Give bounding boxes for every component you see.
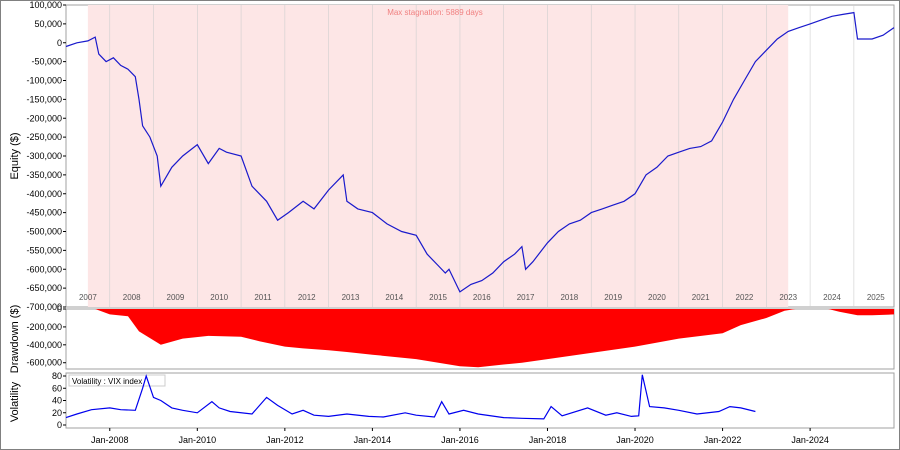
year-label: 2025 [867,293,885,302]
y-tick-label: -600,000 [26,264,62,274]
y-tick-label: -250,000 [26,132,62,142]
y-tick-label: -100,000 [26,76,62,86]
volatility-x-axis-ticks: Jan-2008 Jan-2010 Jan-2012 Jan-2014 Jan-2016… [91,428,829,445]
equity-year-gridlines [109,5,855,307]
volatility-legend-box [68,374,166,387]
y-tick-label: -50,000 [31,57,62,67]
y-tick-label: 80 [52,371,62,381]
x-tick-label: Jan-2012 [266,435,304,445]
year-label: 2008 [123,293,141,302]
y-tick-label: 20 [52,408,62,418]
year-label: 2022 [736,293,754,302]
year-label: 2010 [210,293,228,302]
y-tick-label: 40 [52,396,62,406]
stagnation-region [87,5,789,307]
x-tick-label: Jan-2024 [791,435,829,445]
y-tick-label: -150,000 [26,94,62,104]
year-label: 2019 [604,293,622,302]
year-label: 2012 [298,293,316,302]
y-tick-label: 60 [52,383,62,393]
drawdown-y-axis-label: Drawdown ($) [9,305,21,373]
y-tick-label: -600,000 [26,358,62,368]
drawdown-panel: 0 -200,000 -400,000 -600,000 Drawdown ($) [9,304,895,373]
y-tick-label: -700,000 [26,302,62,312]
year-label: 2011 [254,293,272,302]
x-tick-label: Jan-2010 [179,435,217,445]
year-label: 2018 [560,293,578,302]
volatility-plot-area [65,372,895,429]
year-label: 2021 [692,293,710,302]
x-tick-label: Jan-2008 [91,435,129,445]
y-tick-label: -450,000 [26,208,62,218]
drawdown-y-axis-ticks: 0 -200,000 -400,000 -600,000 [26,304,66,368]
y-tick-label: 50,000 [34,19,62,29]
year-label: 2023 [779,293,797,302]
equity-year-labels: 2007 2008 2009 2010 2011 2012 2013 2014 2015 2016… [79,293,885,302]
y-tick-label: -500,000 [26,227,62,237]
year-label: 2013 [342,293,360,302]
equity-y-axis-label: Equity ($) [9,132,21,179]
y-tick-label: -650,000 [26,283,62,293]
y-tick-label: -400,000 [26,189,62,199]
y-tick-label: -550,000 [26,245,62,255]
volatility-y-axis-label: Volatility [9,381,21,422]
year-label: 2020 [648,293,666,302]
x-tick-label: Jan-2014 [354,435,392,445]
y-tick-label: -400,000 [26,340,62,350]
equity-y-axis-ticks: 100,000 50,000 0 -50,000 -100,000 -150,000 -20… [26,0,66,312]
year-label: 2017 [517,293,535,302]
drawdown-area [66,309,894,368]
x-tick-label: Jan-2022 [704,435,742,445]
y-tick-label: 0 [57,38,62,48]
y-tick-label: -350,000 [26,170,62,180]
volatility-legend: Volatility : VIX index [72,377,142,386]
volatility-y-axis-ticks: 80 60 40 20 0 [52,371,66,430]
x-tick-label: Jan-2016 [441,435,479,445]
year-label: 2014 [385,293,403,302]
y-tick-label: -200,000 [26,322,62,332]
y-tick-label: 100,000 [29,0,62,10]
year-label: 2016 [473,293,491,302]
x-tick-label: Jan-2018 [529,435,567,445]
y-tick-label: 0 [57,304,62,314]
year-label: 2009 [167,293,185,302]
equity-series-line [65,11,895,293]
y-tick-label: -200,000 [26,113,62,123]
year-label: 2024 [823,293,841,302]
x-tick-label: Jan-2020 [616,435,654,445]
year-label: 2007 [79,293,97,302]
equity-panel: 100,000 50,000 0 -50,000 -100,000 -150,000 -20… [9,0,895,312]
year-label: 2015 [429,293,447,302]
vix-series-line [65,374,756,420]
y-tick-label: -300,000 [26,151,62,161]
y-tick-label: 0 [57,420,62,430]
max-stagnation-annotation: Max stagnation: 5889 days [387,8,483,17]
